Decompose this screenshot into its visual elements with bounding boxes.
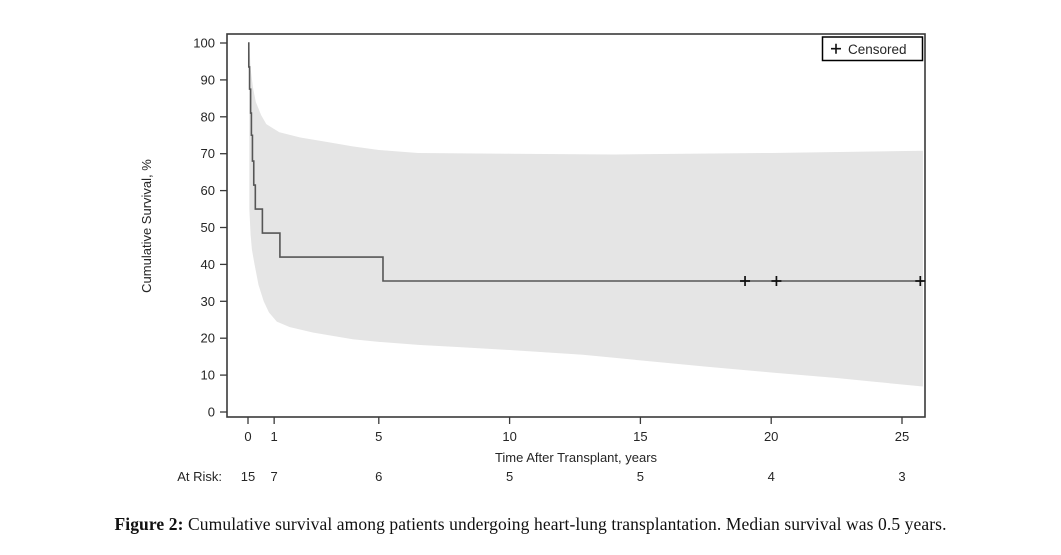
- at-risk-count: 3: [898, 469, 905, 484]
- y-tick-label: 70: [201, 146, 215, 161]
- x-tick-label: 15: [633, 429, 647, 444]
- y-tick-label: 60: [201, 183, 215, 198]
- at-risk-count: 4: [768, 469, 775, 484]
- at-risk-count: 5: [506, 469, 513, 484]
- figure-caption-text: Cumulative survival among patients under…: [183, 514, 947, 534]
- y-tick-label: 40: [201, 257, 215, 272]
- x-tick-label: 5: [375, 429, 382, 444]
- censored-plus-marker: [771, 276, 782, 287]
- y-tick-label: 20: [201, 331, 215, 346]
- x-tick-label: 10: [502, 429, 516, 444]
- censored-plus-marker: [740, 276, 751, 287]
- y-tick-label: 0: [208, 405, 215, 420]
- y-tick-label: 90: [201, 72, 215, 87]
- legend-censored-label: Censored: [848, 42, 907, 57]
- x-tick-label: 25: [895, 429, 909, 444]
- confidence-band: [249, 43, 923, 387]
- censored-plus-marker: [915, 276, 926, 287]
- at-risk-label: At Risk:: [177, 469, 222, 484]
- at-risk-count: 5: [637, 469, 644, 484]
- x-axis-title: Time After Transplant, years: [495, 450, 658, 465]
- plot-border: [226, 33, 926, 418]
- legend-censored-plus-icon: [831, 43, 841, 54]
- x-tick-label: 20: [764, 429, 778, 444]
- y-tick-label: 30: [201, 294, 215, 309]
- figure-caption-label: Figure 2:: [114, 514, 184, 534]
- y-tick-label: 10: [201, 368, 215, 383]
- figure-caption: Figure 2: Cumulative survival among pati…: [0, 514, 1061, 535]
- y-axis-title: Cumulative Survival, %: [139, 159, 154, 293]
- x-tick-label: 1: [271, 429, 278, 444]
- y-tick-label: 50: [201, 220, 215, 235]
- y-tick-label: 80: [201, 109, 215, 124]
- at-risk-count: 15: [241, 469, 255, 484]
- at-risk-count: 6: [375, 469, 382, 484]
- survival-step-line: [247, 42, 923, 282]
- legend-box: [821, 36, 924, 62]
- y-tick-label: 100: [193, 36, 215, 51]
- x-tick-label: 0: [244, 429, 251, 444]
- at-risk-count: 7: [271, 469, 278, 484]
